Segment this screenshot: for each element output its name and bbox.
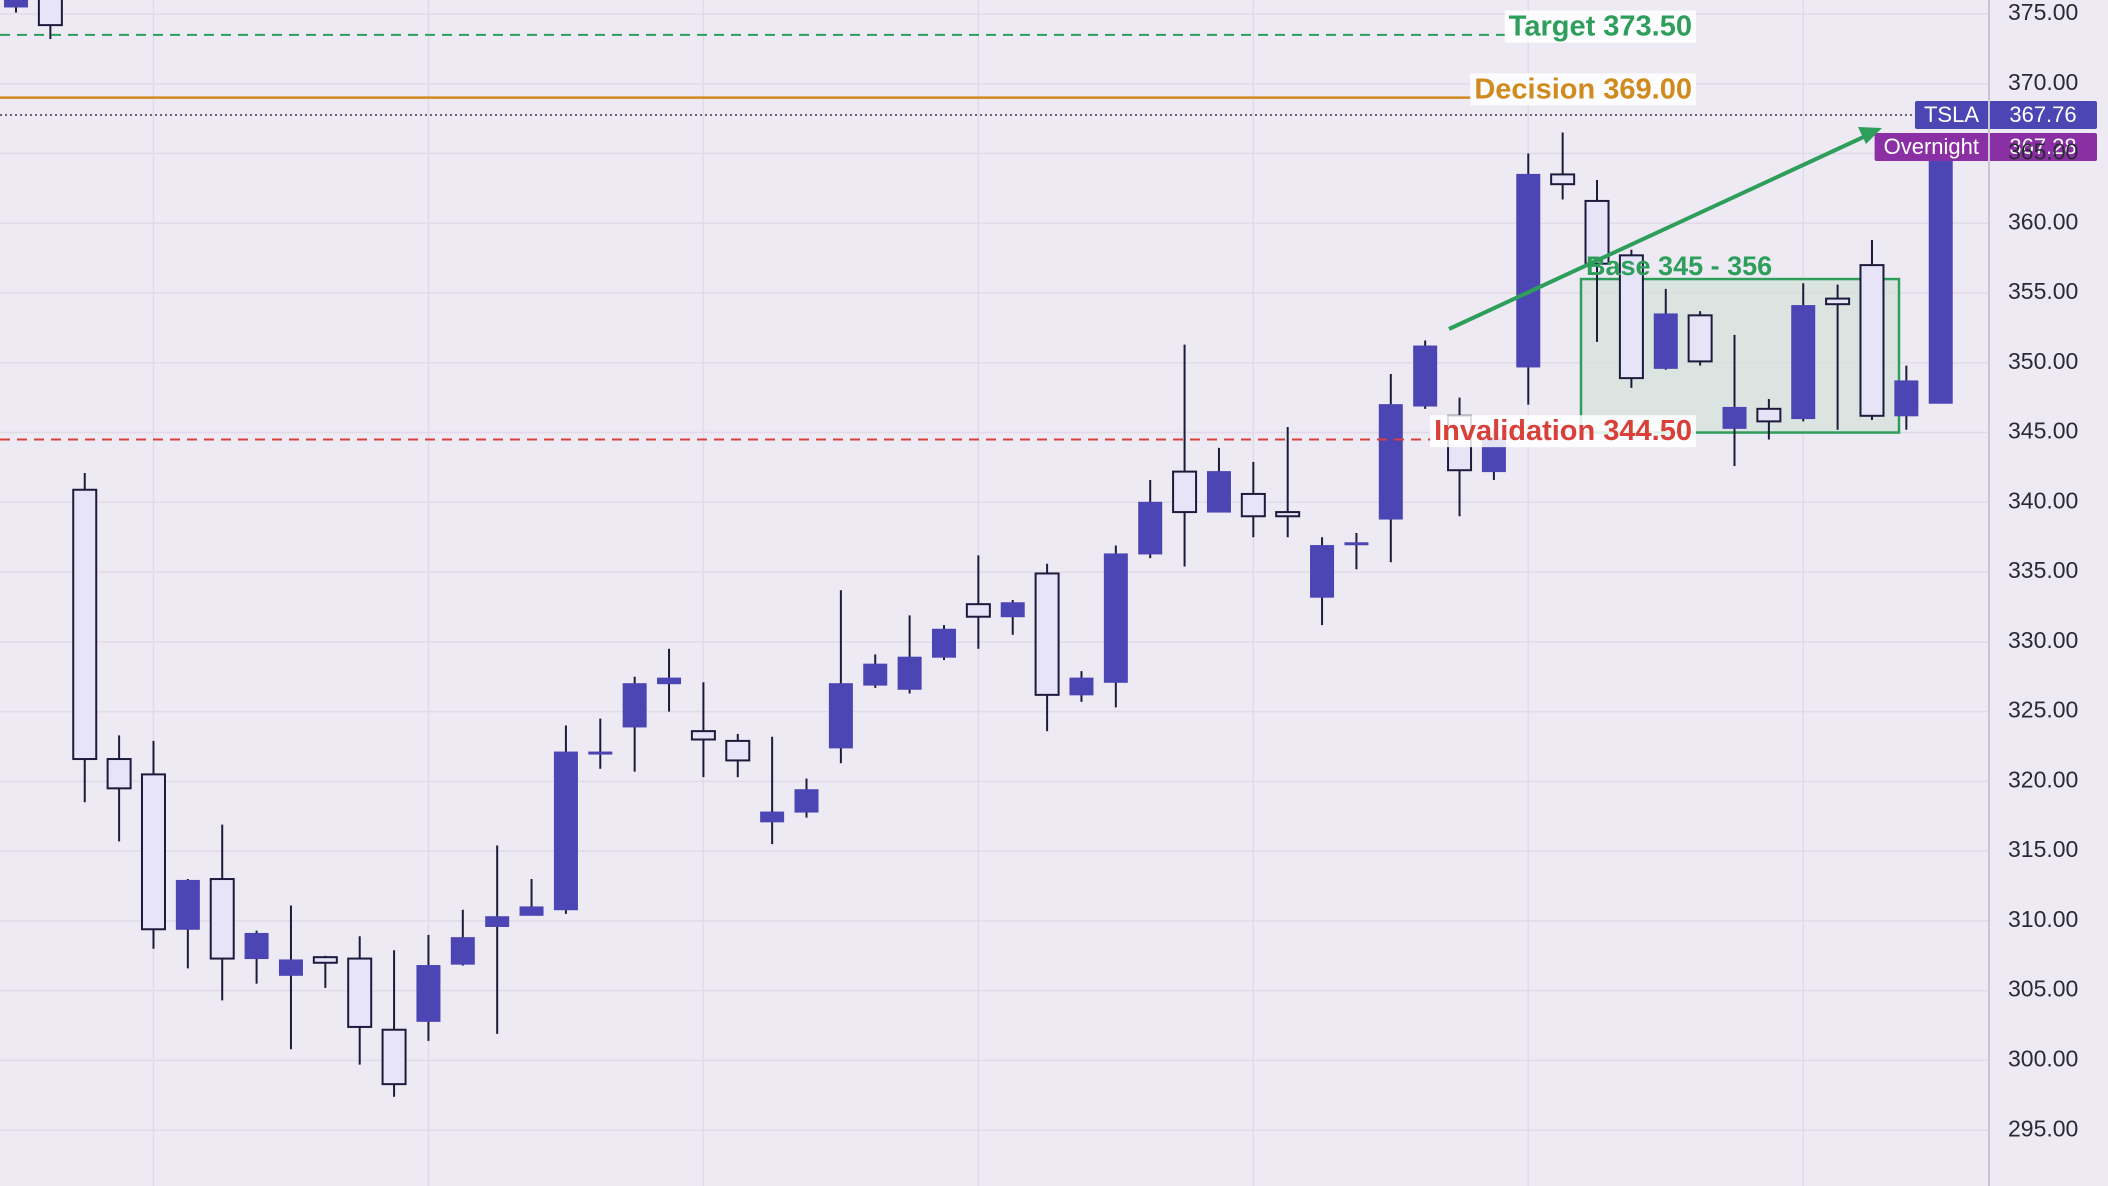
candle-body <box>106 758 132 790</box>
candle-body <box>278 959 303 976</box>
candle-body <box>1550 173 1576 186</box>
candle-body <box>1859 264 1885 417</box>
candle-body <box>1413 345 1438 407</box>
candle-body <box>1894 380 1919 417</box>
y-tick-label: 350.00 <box>2008 348 2078 374</box>
price-tag-value-box <box>1989 100 2097 129</box>
candle-body <box>1138 501 1163 555</box>
trend-arrow <box>1448 132 1871 331</box>
candle-body <box>1825 297 1851 306</box>
price-tag-value: 367.76 <box>2009 102 2076 127</box>
candle-body <box>828 683 853 749</box>
candle-body <box>1206 471 1231 513</box>
y-tick-label: 355.00 <box>2008 278 2078 304</box>
candle-body <box>1378 404 1403 520</box>
level-label-bg <box>1470 73 1696 106</box>
y-tick-label: 370.00 <box>2008 69 2078 95</box>
candle-body <box>897 656 922 690</box>
candle-body <box>4 0 28 8</box>
candle-body <box>622 683 647 728</box>
candle-body <box>1756 407 1782 423</box>
y-tick-label: 335.00 <box>2008 557 2078 583</box>
candle-body <box>794 789 819 813</box>
y-axis: 295.00 300.00 305.00 310.00 315.00 320.00 325.… <box>2008 0 2078 1141</box>
level-label: Target 373.50 <box>1509 11 1692 43</box>
candle-body <box>1687 314 1713 363</box>
candle-body <box>244 932 269 960</box>
candle-body <box>485 916 510 927</box>
candle-body <box>931 628 956 658</box>
y-tick-label: 360.00 <box>2008 208 2078 234</box>
price-tag <box>1874 132 1989 161</box>
y-tick-label: 345.00 <box>2008 418 2078 444</box>
price-tag <box>1914 100 1989 129</box>
price-tag-value-box <box>1989 132 2097 161</box>
level-label: Invalidation 344.50 <box>1434 415 1692 447</box>
level-label: Decision 369.00 <box>1474 73 1692 105</box>
candle-body <box>1172 470 1198 514</box>
candle-body <box>1584 199 1610 265</box>
candle-body <box>312 956 338 964</box>
candle-body <box>1275 511 1301 518</box>
candle-body <box>175 879 200 930</box>
candle-body <box>1618 254 1644 380</box>
y-tick-label: 325.00 <box>2008 697 2078 723</box>
candle-body <box>1103 553 1128 683</box>
y-tick-label: 340.00 <box>2008 487 2078 513</box>
candle-body <box>760 811 785 823</box>
y-tick-label: 365.00 <box>2008 139 2078 165</box>
candle-body <box>1069 677 1094 696</box>
candle-body <box>72 488 98 761</box>
candle-body <box>1034 572 1060 696</box>
candle-body <box>450 937 475 965</box>
candle-body <box>1344 542 1369 546</box>
price-tag-name: TSLA <box>1924 102 1979 127</box>
candle-body <box>209 878 235 960</box>
candle-body <box>347 957 373 1028</box>
candle-body <box>519 906 544 916</box>
candle-body <box>690 730 716 741</box>
candle-body <box>1516 173 1541 368</box>
y-tick-label: 320.00 <box>2008 766 2078 792</box>
candle-body <box>588 751 613 755</box>
candle-body <box>1791 305 1816 420</box>
candle-body <box>1310 545 1335 598</box>
candle-body <box>965 603 991 618</box>
candle-body <box>381 1028 407 1086</box>
y-tick-label: 300.00 <box>2008 1046 2078 1072</box>
candle-body <box>863 663 888 686</box>
y-tick-label: 295.00 <box>2008 1115 2078 1141</box>
candle-body <box>725 739 751 762</box>
candle-body <box>37 0 63 27</box>
candle-body <box>1928 150 1953 404</box>
candles <box>4 0 1953 1097</box>
candle-body <box>1240 492 1266 518</box>
base-zone-label: Base 345 - 356 <box>1586 251 1772 281</box>
candle-body <box>1000 602 1025 618</box>
candle-body <box>553 751 578 911</box>
level-label-bg <box>1504 10 1696 43</box>
levels-layer: Target 373.50 Decision 369.00 Invalidation… <box>0 10 2097 448</box>
y-tick-label: 305.00 <box>2008 976 2078 1002</box>
candle-body <box>1722 406 1747 429</box>
y-tick-label: 330.00 <box>2008 627 2078 653</box>
candle-body <box>140 773 166 931</box>
candle-body <box>416 965 441 1022</box>
price-tag-value: 367.28 <box>2009 134 2076 159</box>
arrow-head <box>1858 127 1882 144</box>
price-tag-name: Overnight <box>1884 134 1979 159</box>
y-tick-label: 375.00 <box>2008 0 2078 25</box>
y-tick-label: 310.00 <box>2008 906 2078 932</box>
level-label-bg <box>1430 415 1696 448</box>
y-tick-label: 315.00 <box>2008 836 2078 862</box>
candle-body <box>1653 313 1678 369</box>
candle-body <box>657 677 682 685</box>
